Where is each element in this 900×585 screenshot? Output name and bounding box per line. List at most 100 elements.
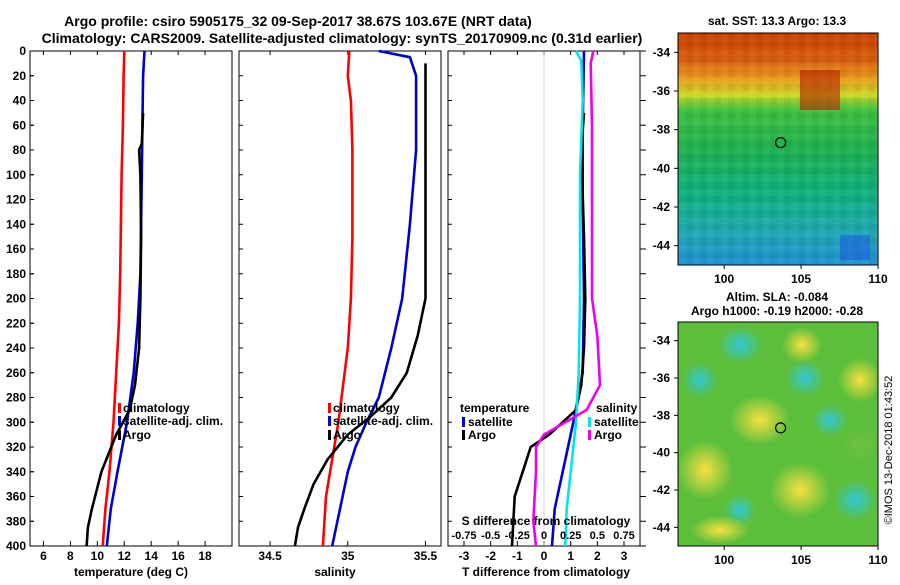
sla-lat-ticks: -34 -36 -38 -40 -42 -44 [653, 334, 678, 534]
legend-swatch-sal-argo [588, 430, 591, 440]
legend-swatch-argo [118, 430, 121, 440]
x-tick-label: 0 [541, 549, 548, 563]
depth-tick-label: 240 [6, 341, 26, 355]
difference-legend: temperature satellite Argo salinity sate… [460, 401, 639, 442]
depth-tick-label: 140 [6, 217, 26, 231]
sla-map [677, 321, 882, 547]
sla-lon-ticks: 100 105 110 [714, 546, 888, 567]
series-argo [85, 112, 145, 547]
s-tick-label: 0 [541, 530, 547, 542]
lon-tick-label: 105 [791, 553, 811, 567]
lat-tick-label: -38 [653, 123, 671, 137]
series-argo [293, 63, 427, 547]
sla-high-eddy [838, 358, 882, 402]
s-tick-label: 0.25 [560, 530, 581, 542]
salinity-legend: climatology satellite-adj. clim. Argo [328, 401, 433, 442]
argo-location-marker [775, 137, 787, 149]
depth-tick-label: 300 [6, 415, 26, 429]
legend-salinity-title: salinity [596, 401, 638, 415]
x-tick-label: 2 [594, 549, 601, 563]
temperature-chart: 6 8 10 12 14 16 18 [30, 50, 212, 563]
sla-map-frame [677, 321, 879, 547]
legend-climatology: climatology [123, 401, 190, 415]
header-line2: Climatology: CARS2009. Satellite-adjuste… [42, 30, 643, 46]
lon-tick-label: 105 [791, 272, 811, 286]
depth-tick-label: 40 [13, 94, 27, 108]
sla-mid-patch [840, 427, 880, 463]
legend-argo: Argo [123, 428, 151, 442]
legend-swatch-argo [328, 430, 331, 440]
legend-swatch-temp-argo [462, 430, 465, 440]
legend-temp-satellite: satellite [468, 415, 513, 429]
s-tick-label: -0.5 [481, 530, 500, 542]
sla-high-eddy [730, 395, 790, 445]
depth-axis-right [640, 50, 646, 547]
difference-chart: -3 -2 -1 0 1 2 3 [448, 50, 628, 563]
legend-satellite-adj: satellite-adj. clim. [123, 414, 223, 428]
legend-swatch-satellite [118, 416, 121, 426]
series-satellite-adj-clim- [330, 49, 418, 547]
s-tick-label: -0.25 [505, 530, 530, 542]
x-tick-label: 35 [341, 549, 355, 563]
sst-lon-ticks: 100 105 110 [714, 265, 888, 286]
x-tick-label: 6 [40, 549, 47, 563]
sla-low-eddy [812, 404, 848, 436]
x-tick-label: 1 [567, 549, 574, 563]
depth-tick-label: 220 [6, 316, 26, 330]
sla-low-eddy [785, 360, 825, 396]
sla-map-title: Altim. SLA: -0.084 [726, 290, 828, 304]
legend-temperature-title: temperature [460, 401, 530, 415]
sla-high-eddy [770, 462, 830, 518]
lon-tick-label: 110 [868, 272, 888, 286]
lat-tick-label: -44 [653, 520, 671, 534]
lon-tick-label: 100 [714, 272, 734, 286]
lat-tick-label: -42 [653, 200, 671, 214]
temperature-xlabel: temperature (deg C) [74, 565, 188, 579]
sla-high-eddy [782, 327, 822, 363]
legend-argo: Argo [333, 428, 361, 442]
depth-tick-label: 280 [6, 391, 26, 405]
depth-tick-label: 360 [6, 490, 26, 504]
s-difference-label: S difference from climatology [462, 514, 631, 528]
argo-location-marker [775, 422, 787, 434]
x-tick-label: 12 [118, 549, 132, 563]
sst-warm-patch [800, 70, 840, 110]
header-line1: Argo profile: csiro 5905175_32 09-Sep-20… [64, 13, 532, 29]
lon-tick-label: 100 [714, 553, 734, 567]
x-tick-label: -1 [512, 549, 523, 563]
depth-tick-label: 120 [6, 193, 26, 207]
salinity-panel-frame [238, 50, 442, 547]
legend-sal-satellite: satellite [594, 415, 639, 429]
legend-temp-argo: Argo [468, 428, 496, 442]
x-tick-label: 16 [171, 549, 185, 563]
sst-texture [678, 33, 878, 265]
s-difference-ticklabels: -0.75 -0.5 -0.25 0 0.25 0.5 0.75 [451, 530, 634, 542]
s-tick-label: -0.75 [451, 530, 476, 542]
legend-swatch-climatology [118, 403, 121, 413]
sla-low-eddy [718, 327, 762, 363]
sst-map [677, 32, 879, 266]
sla-high-eddy [677, 440, 733, 500]
lat-tick-label: -36 [653, 371, 671, 385]
x-tick-label: 18 [198, 549, 212, 563]
t-difference-xlabel: T difference from climatology [462, 565, 630, 579]
series-salinity-argo [531, 50, 602, 547]
depth-tick-label: 400 [6, 539, 26, 553]
imos-credit: ©IMOS 13-Dec-2018 01:43:52 [883, 376, 895, 525]
sst-cold-patch [840, 235, 870, 260]
sla-low-eddy [833, 480, 877, 520]
x-tick-label: 14 [145, 549, 159, 563]
depth-tick-label: 60 [13, 118, 27, 132]
lat-tick-label: -38 [653, 408, 671, 422]
series-salinity-satellite [564, 50, 585, 547]
x-tick-label: -3 [459, 549, 470, 563]
salinity-chart: 34.5 35 35.5 [239, 49, 437, 563]
legend-swatch-satellite [328, 416, 331, 426]
depth-tick-label: 200 [6, 292, 26, 306]
legend-sal-argo: Argo [594, 428, 622, 442]
lat-tick-label: -34 [653, 334, 671, 348]
x-tick-label: 8 [67, 549, 74, 563]
legend-swatch-sal-satellite [588, 417, 591, 427]
sla-map-subtitle: Argo h1000: -0.19 h2000: -0.28 [691, 304, 863, 318]
